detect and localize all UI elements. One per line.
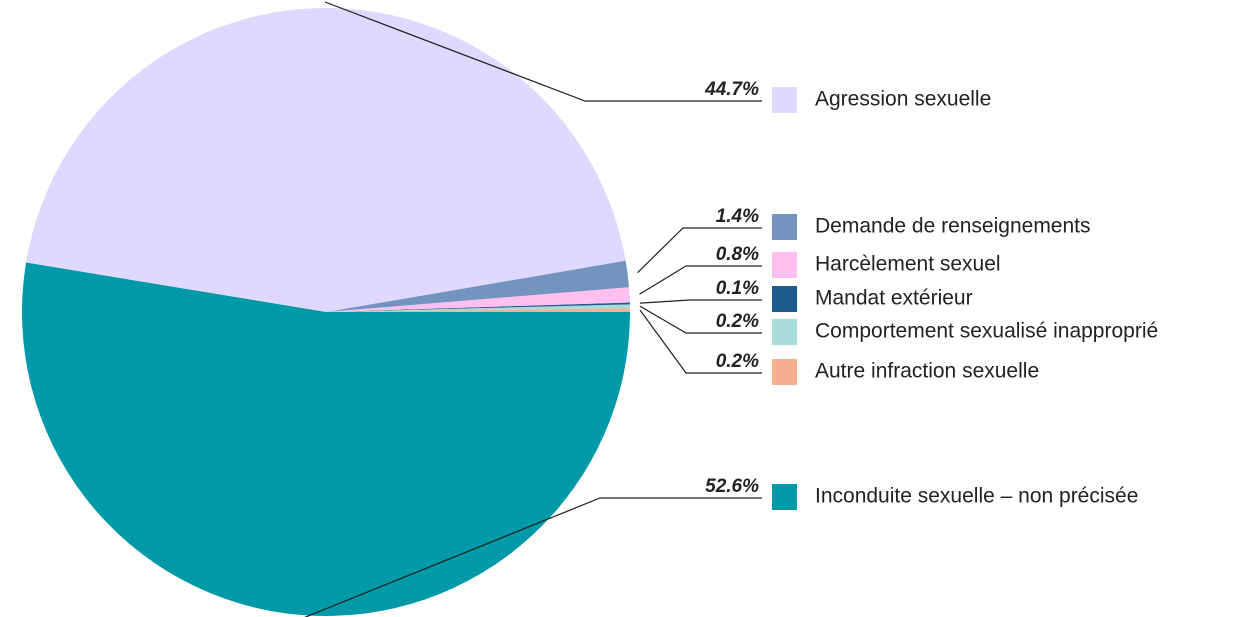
legend-swatch <box>772 286 797 312</box>
legend-label: Inconduite sexuelle – non précisée <box>815 485 1138 508</box>
legend-label: Demande de renseignements <box>815 215 1091 238</box>
pie-slice <box>21 262 630 617</box>
legend-label: Mandat extérieur <box>815 287 973 310</box>
legend-label: Comportement sexualisé inapproprié <box>815 320 1158 343</box>
leader-line <box>304 497 762 617</box>
value-label: 0.2% <box>716 311 759 332</box>
legend-swatch <box>772 359 797 385</box>
legend-label: Harcèlement sexuel <box>815 253 1001 276</box>
pie-slice <box>326 308 630 312</box>
legend-swatch <box>772 87 797 113</box>
legend-swatch <box>772 214 797 240</box>
value-label: 0.2% <box>716 351 759 372</box>
value-label: 1.4% <box>716 206 759 227</box>
pie-slice <box>326 260 629 312</box>
legend-swatch <box>772 252 797 278</box>
leader-line <box>639 309 762 374</box>
legend-swatch <box>772 484 797 510</box>
leader-line <box>324 1 762 102</box>
legend-swatch <box>772 319 797 345</box>
legend-label: Agression sexuelle <box>815 88 991 111</box>
leader-line <box>639 305 762 334</box>
legend-label: Autre infraction sexuelle <box>815 360 1039 383</box>
pie-slice <box>326 287 630 312</box>
pie-slice <box>326 302 630 312</box>
leader-line <box>637 227 762 274</box>
leader-line <box>639 299 762 304</box>
value-label: 0.8% <box>716 244 759 265</box>
value-label: 52.6% <box>705 476 759 497</box>
pie-slice <box>326 304 630 312</box>
value-label: 0.1% <box>716 278 759 299</box>
leader-line <box>639 265 762 295</box>
value-label: 44.7% <box>704 79 759 100</box>
pie-slice <box>26 7 626 313</box>
